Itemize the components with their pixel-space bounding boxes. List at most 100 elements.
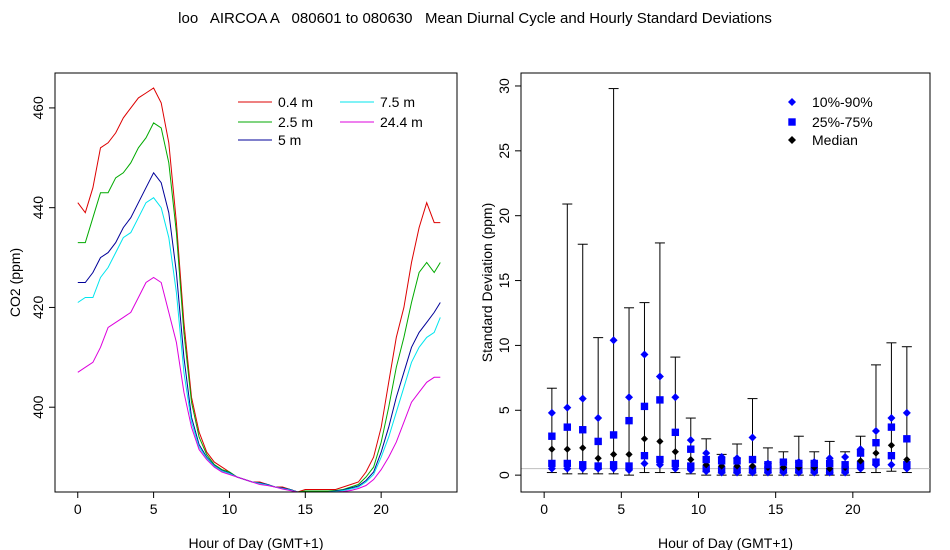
median-marker [640,435,649,443]
p25-marker [563,459,572,468]
p10-marker [640,459,649,468]
p75-marker [548,432,556,440]
p25-marker [702,464,710,473]
legend-right: 10%-90% 25%-75% Median [788,94,873,148]
y-tick-label-left: 420 [30,296,46,320]
p25-marker [717,466,726,474]
p75-marker [687,445,695,453]
p90-marker [594,414,603,423]
median-marker [548,445,556,453]
legend-left: 0.4 m 2.5 m 5 m 7.5 m 24.4 m [238,94,423,148]
legend-marker [788,98,796,106]
stddev-panel: 0 5 10 15 20 0 5 10 15 20 25 30 Hour of Day (GMT+1… [479,72,931,550]
median-marker [563,445,571,453]
p25-marker [640,451,649,460]
x-tick-label-right: 20 [845,501,861,517]
y-axis-label-left: CO2 (ppm) [7,248,23,317]
p90-marker [748,433,757,442]
median-marker [594,454,602,462]
median-marker [702,461,710,469]
y-tick-label-left: 440 [30,196,46,220]
p90-marker [902,408,911,417]
x-tick-label-right: 5 [617,501,625,517]
p75-marker [887,423,896,431]
p90-marker [547,408,556,417]
p90-marker [686,436,695,445]
median-marker [748,462,757,470]
p25-marker [733,466,741,474]
y-tick-label-right: 30 [496,78,512,94]
co2-diurnal-panel: 0 5 10 15 20 400 420 440 460 Hour of Day (GMT+1… [7,72,458,550]
p10-marker [887,460,896,469]
p25-marker [625,462,633,470]
p75-marker [625,416,633,425]
p90-marker [702,449,711,458]
p90-marker [841,452,850,461]
median-marker [779,463,787,471]
p90-marker [810,458,819,467]
p75-marker [656,396,664,404]
x-tick-label-left: 5 [150,501,158,517]
x-tick-label-left: 15 [298,501,314,517]
p25-marker [594,462,602,470]
p75-marker [702,455,710,464]
x-axis-label-left: Hour of Day (GMT+1) [189,535,324,550]
p25-marker [748,466,757,474]
legend-label: 10%-90% [812,94,873,110]
median-marker [887,441,896,449]
x-tick-label-right: 10 [691,501,707,517]
median-marker [610,450,618,458]
legend-label: Median [812,132,858,148]
p75-marker [579,426,587,434]
y-axis-right: 0 5 10 15 20 25 30 [496,78,522,479]
p90-marker [717,452,726,461]
y-tick-label-left: 460 [30,96,46,120]
y-tick-label-right: 0 [496,471,512,479]
p75-marker [825,459,834,468]
y-axis-label-right: Standard Deviation (ppm) [479,203,495,363]
y-axis-left: 400 420 440 460 [30,96,56,419]
y-tick-label-left: 400 [30,395,46,419]
co2-series-lines [77,87,441,493]
p75-marker [671,428,680,437]
legend-marker [788,118,796,126]
percentile-markers [547,336,911,477]
median-marker [656,437,664,446]
p25-marker [579,461,587,469]
p25-marker [687,462,695,470]
median-marker [856,457,865,465]
median-marker [903,455,911,464]
y-tick-label-right: 10 [496,337,512,353]
p25-marker [609,461,618,469]
p25-marker [887,451,896,460]
x-axis-right: 0 5 10 15 20 [540,491,861,517]
p75-marker [841,461,849,469]
p90-marker [655,372,664,381]
legend-label: 2.5 m [278,114,313,130]
x-tick-label-left: 20 [373,501,389,517]
p75-marker [872,439,880,447]
p90-marker [794,458,803,467]
p90-marker [609,336,618,345]
p90-marker [563,403,572,412]
y-tick-label-right: 25 [496,143,512,159]
median-marker [625,450,633,458]
legend-marker [788,136,796,144]
p25-marker [872,458,880,466]
p90-marker [640,350,649,359]
legend-label: 5 m [278,132,301,148]
series-line-0-4-m [77,87,441,493]
median-marker [872,449,880,457]
p90-marker [779,458,788,467]
y-tick-label-right: 5 [496,406,512,414]
p25-marker [548,459,556,468]
median-marker [795,463,803,471]
y-tick-label-right: 20 [496,208,512,224]
median-marker [810,463,818,471]
median-marker [671,448,679,456]
series-line-24-4-m [77,276,441,493]
p75-marker [609,431,618,439]
plot-frame-left [54,72,458,493]
p75-marker [594,437,602,446]
